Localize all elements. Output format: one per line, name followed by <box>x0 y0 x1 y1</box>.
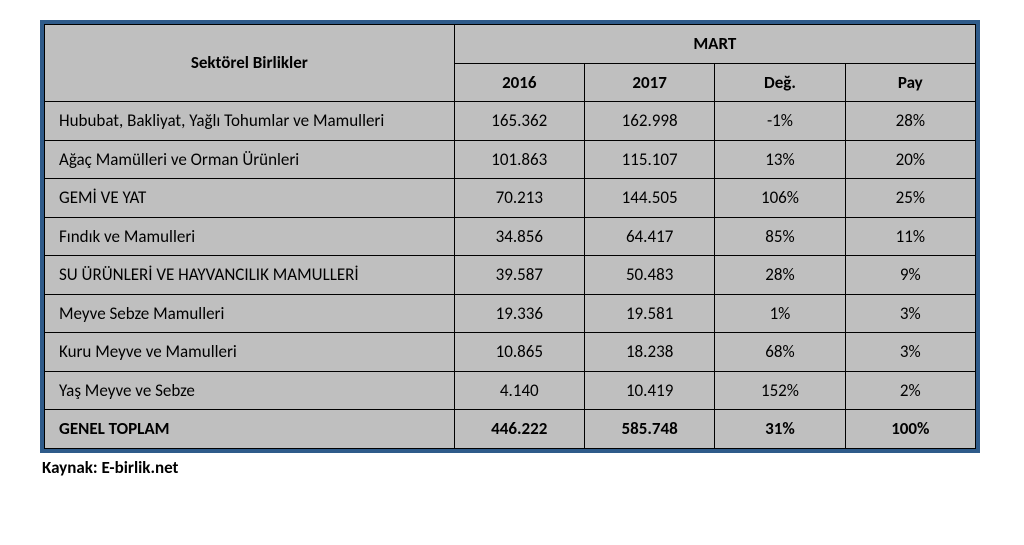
header-group: MART <box>454 25 975 64</box>
cell-change: 85% <box>715 217 845 256</box>
cell-change: 1% <box>715 294 845 333</box>
table-row: Ağaç Mamülleri ve Orman Ürünleri101.8631… <box>45 140 976 179</box>
cell-2017: 50.483 <box>584 256 714 295</box>
table-row: SU ÜRÜNLERİ VE HAYVANCILIK MAMULLERİ39.5… <box>45 256 976 295</box>
table-body: Hububat, Bakliyat, Yağlı Tohumlar ve Mam… <box>45 102 976 449</box>
cell-label: GENEL TOPLAM <box>45 410 455 449</box>
cell-change: 28% <box>715 256 845 295</box>
cell-share: 3% <box>845 294 975 333</box>
cell-share: 2% <box>845 371 975 410</box>
cell-share: 20% <box>845 140 975 179</box>
cell-2017: 144.505 <box>584 179 714 218</box>
cell-2016: 70.213 <box>454 179 584 218</box>
cell-2016: 101.863 <box>454 140 584 179</box>
header-2017: 2017 <box>584 63 714 102</box>
cell-2016: 19.336 <box>454 294 584 333</box>
sector-table: Sektörel Birlikler MART 2016 2017 Değ. P… <box>44 24 976 449</box>
cell-share: 9% <box>845 256 975 295</box>
header-2016: 2016 <box>454 63 584 102</box>
cell-2017: 64.417 <box>584 217 714 256</box>
sector-table-container: Sektörel Birlikler MART 2016 2017 Değ. P… <box>40 20 980 453</box>
cell-2016: 165.362 <box>454 102 584 141</box>
cell-2016: 39.587 <box>454 256 584 295</box>
cell-change: 31% <box>715 410 845 449</box>
source-line: Kaynak: E-birlik.net <box>40 457 984 478</box>
cell-2017: 585.748 <box>584 410 714 449</box>
table-row: Hububat, Bakliyat, Yağlı Tohumlar ve Mam… <box>45 102 976 141</box>
cell-2016: 446.222 <box>454 410 584 449</box>
cell-2016: 4.140 <box>454 371 584 410</box>
table-row-total: GENEL TOPLAM446.222585.74831%100% <box>45 410 976 449</box>
cell-2016: 10.865 <box>454 333 584 372</box>
cell-change: -1% <box>715 102 845 141</box>
cell-2017: 115.107 <box>584 140 714 179</box>
cell-label: Yaş Meyve ve Sebze <box>45 371 455 410</box>
cell-2016: 34.856 <box>454 217 584 256</box>
header-row-label: Sektörel Birlikler <box>45 25 455 102</box>
source-text: E-birlik.net <box>101 457 178 478</box>
cell-change: 68% <box>715 333 845 372</box>
table-row: Fındık ve Mamulleri34.85664.41785%11% <box>45 217 976 256</box>
cell-2017: 19.581 <box>584 294 714 333</box>
table-row: Meyve Sebze Mamulleri19.33619.5811%3% <box>45 294 976 333</box>
cell-2017: 18.238 <box>584 333 714 372</box>
cell-share: 28% <box>845 102 975 141</box>
cell-2017: 10.419 <box>584 371 714 410</box>
header-change: Değ. <box>715 63 845 102</box>
cell-change: 106% <box>715 179 845 218</box>
cell-2017: 162.998 <box>584 102 714 141</box>
cell-label: Kuru Meyve ve Mamulleri <box>45 333 455 372</box>
cell-label: Ağaç Mamülleri ve Orman Ürünleri <box>45 140 455 179</box>
cell-share: 25% <box>845 179 975 218</box>
cell-change: 13% <box>715 140 845 179</box>
cell-share: 3% <box>845 333 975 372</box>
cell-label: GEMİ VE YAT <box>45 179 455 218</box>
header-share: Pay <box>845 63 975 102</box>
cell-share: 11% <box>845 217 975 256</box>
source-prefix: Kaynak: <box>42 457 101 478</box>
cell-label: Fındık ve Mamulleri <box>45 217 455 256</box>
cell-label: Hububat, Bakliyat, Yağlı Tohumlar ve Mam… <box>45 102 455 141</box>
cell-label: SU ÜRÜNLERİ VE HAYVANCILIK MAMULLERİ <box>45 256 455 295</box>
cell-change: 152% <box>715 371 845 410</box>
cell-label: Meyve Sebze Mamulleri <box>45 294 455 333</box>
table-row: GEMİ VE YAT70.213144.505106%25% <box>45 179 976 218</box>
cell-share: 100% <box>845 410 975 449</box>
table-row: Kuru Meyve ve Mamulleri10.86518.23868%3% <box>45 333 976 372</box>
table-row: Yaş Meyve ve Sebze4.14010.419152%2% <box>45 371 976 410</box>
